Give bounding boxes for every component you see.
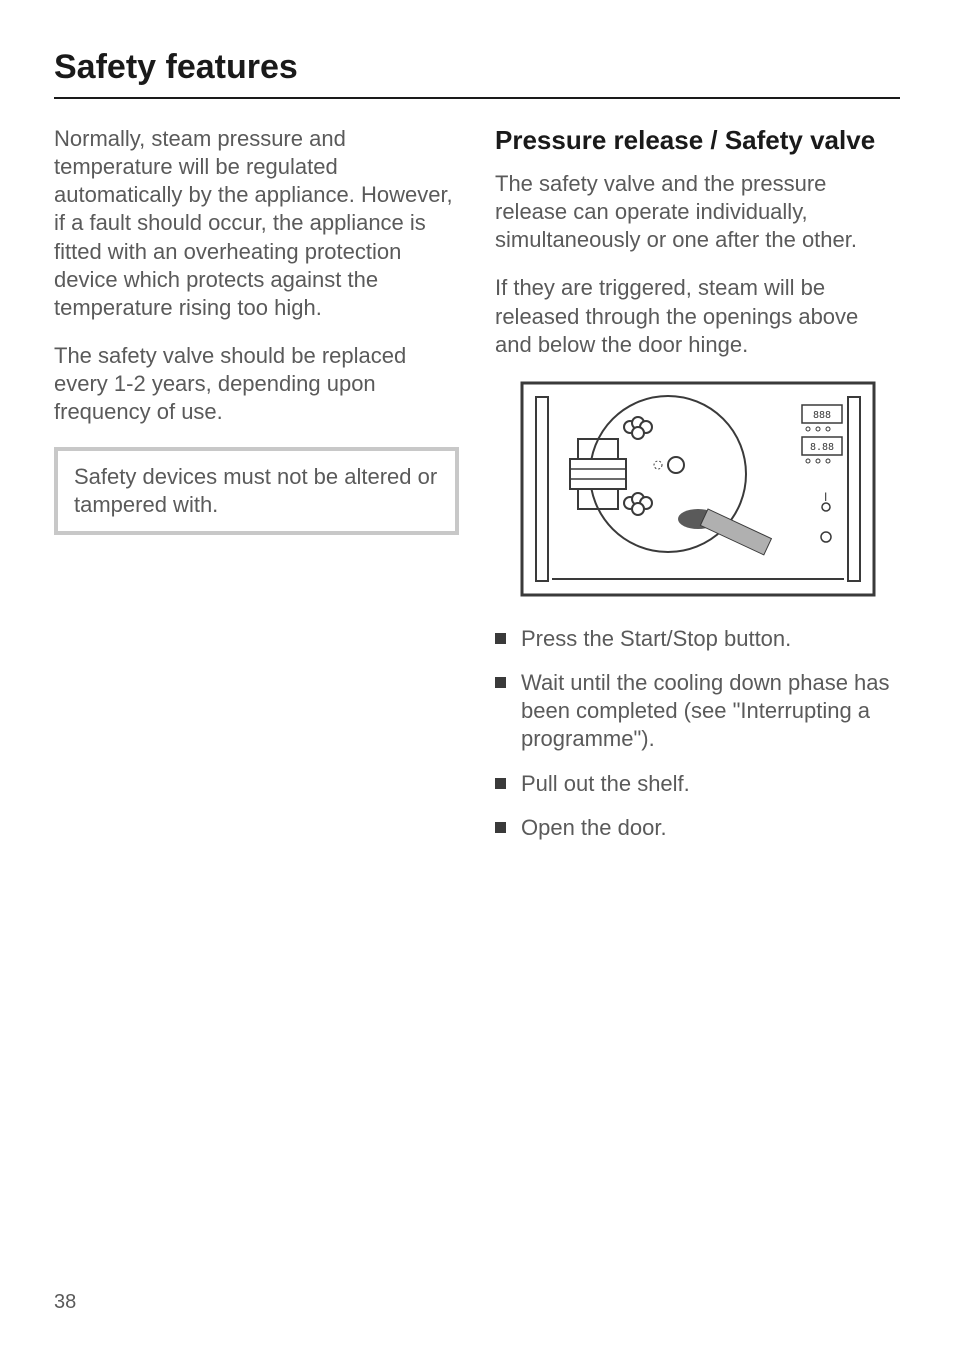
trigger-paragraph: If they are triggered, steam will be rel…: [495, 274, 900, 358]
content-columns: Normally, steam pressure and temperature…: [54, 125, 900, 858]
page-title: Safety features: [54, 48, 900, 99]
page-number: 38: [54, 1291, 76, 1314]
safety-callout: Safety devices must not be altered or ta…: [54, 447, 459, 535]
steps-list: Press the Start/Stop button. Wait until …: [495, 625, 900, 842]
valve-note-paragraph: The safety valve should be replaced ever…: [54, 342, 459, 426]
list-item: Press the Start/Stop button.: [495, 625, 900, 653]
appliance-diagram: 888 8.88 I: [518, 379, 878, 599]
svg-text:I: I: [824, 490, 827, 504]
list-item: Wait until the cooling down phase has be…: [495, 669, 900, 753]
section-heading: Pressure release / Safety valve: [495, 125, 900, 156]
left-column: Normally, steam pressure and temperature…: [54, 125, 459, 858]
panel-code-text: 888: [812, 410, 830, 421]
list-item: Pull out the shelf.: [495, 770, 900, 798]
intro-paragraph: Normally, steam pressure and temperature…: [54, 125, 459, 322]
valve-desc-paragraph: The safety valve and the pressure releas…: [495, 170, 900, 254]
panel-time-text: 8.88: [809, 442, 833, 453]
right-column: Pressure release / Safety valve The safe…: [495, 125, 900, 858]
list-item: Open the door.: [495, 814, 900, 842]
